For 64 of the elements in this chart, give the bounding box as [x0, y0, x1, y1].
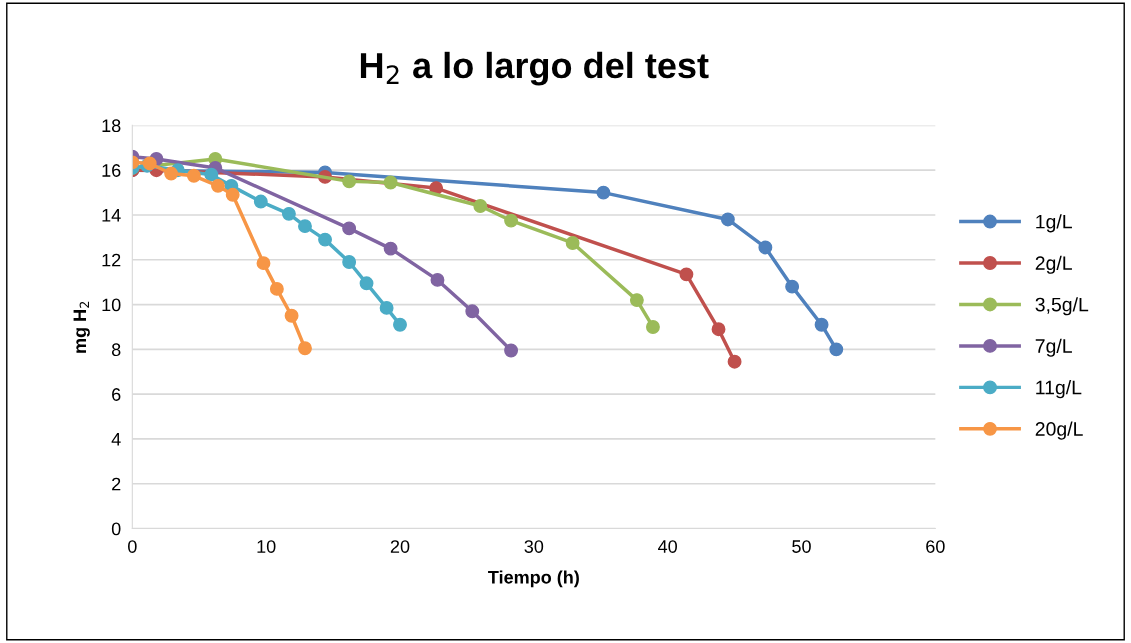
point	[711, 322, 726, 337]
y-axis-title: mg H$_{2}$	[73, 301, 90, 353]
point	[393, 317, 407, 332]
point	[342, 174, 357, 189]
point	[720, 212, 735, 227]
point	[727, 354, 742, 369]
y-tick-label: 6	[112, 388, 121, 401]
point	[430, 272, 445, 287]
legend-label: 2g/L	[1035, 255, 1072, 274]
point	[253, 194, 268, 209]
legend-label: 1g/L	[1036, 214, 1072, 233]
point	[269, 281, 284, 296]
point	[758, 240, 773, 255]
point	[829, 342, 844, 357]
point	[565, 236, 580, 250]
point	[164, 166, 179, 181]
point	[504, 343, 519, 358]
x-tick-label: 60	[926, 540, 945, 553]
legend-label: 11g/L	[1036, 380, 1082, 399]
point	[298, 219, 312, 234]
y-tick-label: 12	[102, 253, 121, 267]
point	[785, 279, 800, 294]
point	[473, 199, 488, 213]
x-tick-label: 0	[128, 540, 137, 553]
point	[465, 304, 480, 319]
point	[629, 293, 644, 308]
point	[204, 167, 219, 182]
y-tick-label: 4	[111, 433, 121, 446]
point	[225, 187, 240, 202]
y-tick-label: 18	[102, 119, 121, 133]
x-axis-title: Tiempo (h)	[488, 570, 579, 588]
x-tick-label: 50	[792, 540, 811, 553]
x-tick-label: 40	[658, 540, 677, 553]
legend-label: 20g/L	[1035, 421, 1083, 440]
point	[342, 221, 357, 236]
point	[318, 232, 332, 247]
x-tick-label: 30	[524, 540, 544, 553]
point	[383, 175, 398, 190]
legend-label: 7g/L	[1035, 338, 1072, 357]
y-tick-label: 2	[112, 477, 121, 491]
point	[814, 317, 829, 332]
point	[646, 320, 660, 334]
y-tick-label: 0	[111, 522, 121, 536]
point	[256, 256, 271, 271]
x-tick-label: 10	[257, 540, 276, 553]
y-tick-label: 8	[111, 343, 121, 357]
point	[284, 308, 299, 323]
y-tick-label: 16	[102, 164, 121, 177]
point	[504, 213, 519, 228]
point	[596, 185, 611, 200]
point	[211, 178, 225, 193]
point	[383, 241, 398, 256]
y-tick-label: 14	[102, 209, 121, 222]
x-tick-label: 20	[390, 540, 410, 553]
point	[281, 206, 296, 221]
point	[186, 168, 201, 183]
point	[342, 255, 357, 269]
point	[298, 341, 312, 356]
point	[359, 276, 374, 291]
point	[379, 300, 394, 315]
point	[679, 267, 694, 282]
chart-title: H$_{2}$ a lo largo del test	[360, 51, 709, 86]
y-tick-label: 10	[102, 298, 121, 312]
legend-label: 3,5g/L	[1035, 297, 1089, 316]
